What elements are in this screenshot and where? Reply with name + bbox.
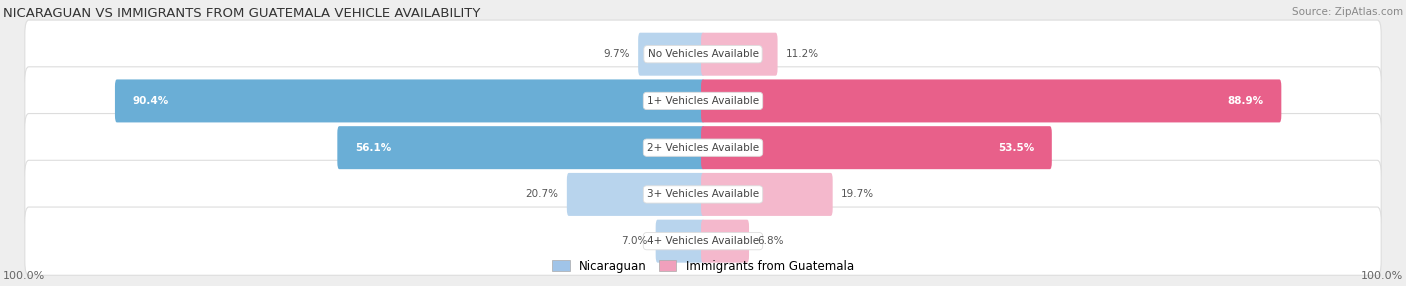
Text: 1+ Vehicles Available: 1+ Vehicles Available bbox=[647, 96, 759, 106]
FancyBboxPatch shape bbox=[25, 114, 1381, 182]
Text: 3+ Vehicles Available: 3+ Vehicles Available bbox=[647, 189, 759, 199]
Text: 88.9%: 88.9% bbox=[1227, 96, 1264, 106]
FancyBboxPatch shape bbox=[702, 173, 832, 216]
FancyBboxPatch shape bbox=[567, 173, 704, 216]
Text: 19.7%: 19.7% bbox=[841, 189, 875, 199]
Text: 11.2%: 11.2% bbox=[786, 49, 820, 59]
FancyBboxPatch shape bbox=[25, 207, 1381, 275]
FancyBboxPatch shape bbox=[25, 67, 1381, 135]
FancyBboxPatch shape bbox=[25, 20, 1381, 88]
Text: 4+ Vehicles Available: 4+ Vehicles Available bbox=[647, 236, 759, 246]
Text: 100.0%: 100.0% bbox=[1361, 271, 1403, 281]
FancyBboxPatch shape bbox=[115, 80, 704, 122]
Text: No Vehicles Available: No Vehicles Available bbox=[648, 49, 758, 59]
FancyBboxPatch shape bbox=[702, 33, 778, 76]
FancyBboxPatch shape bbox=[337, 126, 704, 169]
Text: 90.4%: 90.4% bbox=[132, 96, 169, 106]
FancyBboxPatch shape bbox=[25, 160, 1381, 229]
Text: Source: ZipAtlas.com: Source: ZipAtlas.com bbox=[1292, 7, 1403, 17]
FancyBboxPatch shape bbox=[655, 220, 704, 263]
Text: 9.7%: 9.7% bbox=[603, 49, 630, 59]
FancyBboxPatch shape bbox=[638, 33, 704, 76]
Text: 2+ Vehicles Available: 2+ Vehicles Available bbox=[647, 143, 759, 153]
Text: NICARAGUAN VS IMMIGRANTS FROM GUATEMALA VEHICLE AVAILABILITY: NICARAGUAN VS IMMIGRANTS FROM GUATEMALA … bbox=[3, 7, 481, 19]
Text: 53.5%: 53.5% bbox=[998, 143, 1035, 153]
Legend: Nicaraguan, Immigrants from Guatemala: Nicaraguan, Immigrants from Guatemala bbox=[547, 255, 859, 277]
FancyBboxPatch shape bbox=[702, 80, 1281, 122]
Text: 7.0%: 7.0% bbox=[621, 236, 647, 246]
FancyBboxPatch shape bbox=[702, 126, 1052, 169]
Text: 100.0%: 100.0% bbox=[3, 271, 45, 281]
Text: 20.7%: 20.7% bbox=[526, 189, 558, 199]
FancyBboxPatch shape bbox=[702, 220, 749, 263]
Text: 6.8%: 6.8% bbox=[758, 236, 785, 246]
Text: 56.1%: 56.1% bbox=[354, 143, 391, 153]
